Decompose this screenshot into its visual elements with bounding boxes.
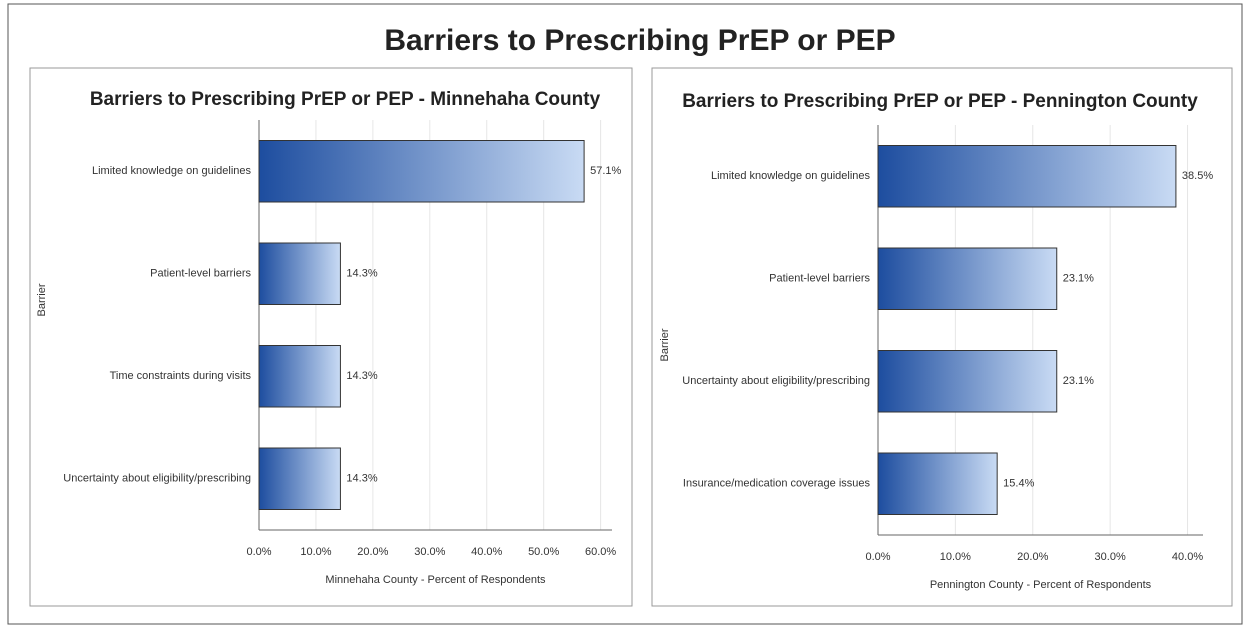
main-title: Barriers to Prescribing PrEP or PEP [384, 24, 895, 57]
x-tick-label: 10.0% [940, 551, 971, 563]
value-label: 23.1% [1063, 375, 1094, 387]
category-label: Insurance/medication coverage issues [683, 478, 871, 490]
category-label: Limited knowledge on guidelines [92, 165, 251, 177]
category-label: Time constraints during visits [110, 370, 252, 382]
bar [877, 247, 1058, 310]
x-tick-label: 40.0% [471, 546, 502, 558]
value-label: 38.5% [1182, 170, 1213, 182]
bar [877, 350, 1058, 413]
bar [877, 452, 998, 515]
x-axis-label: Pennington County - Percent of Responden… [930, 579, 1152, 591]
x-tick-label: 30.0% [414, 546, 445, 558]
bar [258, 345, 341, 408]
outer-frame [7, 3, 1243, 625]
value-label: 14.3% [346, 370, 377, 382]
value-label: 23.1% [1063, 273, 1094, 285]
bar [877, 145, 1177, 208]
chart-title: Barriers to Prescribing PrEP or PEP - Mi… [90, 89, 601, 110]
category-label: Patient-level barriers [150, 268, 251, 280]
x-axis-label: Minnehaha County - Percent of Respondent… [325, 574, 546, 586]
category-label: Uncertainty about eligibility/prescribin… [682, 375, 870, 387]
y-axis-label: Barrier [659, 328, 671, 361]
bar [258, 447, 341, 510]
chart-title: Barriers to Prescribing PrEP or PEP - Pe… [682, 91, 1198, 112]
x-tick-label: 30.0% [1095, 551, 1126, 563]
x-tick-label: 10.0% [300, 546, 331, 558]
value-label: 57.1% [590, 165, 621, 177]
value-label: 14.3% [346, 268, 377, 280]
x-tick-label: 50.0% [528, 546, 559, 558]
category-label: Uncertainty about eligibility/prescribin… [63, 473, 251, 485]
bar [258, 140, 585, 203]
value-label: 14.3% [346, 473, 377, 485]
x-tick-label: 60.0% [585, 546, 616, 558]
x-tick-label: 0.0% [865, 551, 890, 563]
x-tick-label: 0.0% [246, 546, 271, 558]
x-tick-label: 20.0% [1017, 551, 1048, 563]
x-tick-label: 20.0% [357, 546, 388, 558]
category-label: Limited knowledge on guidelines [711, 170, 870, 182]
bar [258, 242, 341, 305]
y-axis-label: Barrier [36, 283, 48, 316]
category-label: Patient-level barriers [769, 273, 870, 285]
value-label: 15.4% [1003, 478, 1034, 490]
x-tick-label: 40.0% [1172, 551, 1203, 563]
